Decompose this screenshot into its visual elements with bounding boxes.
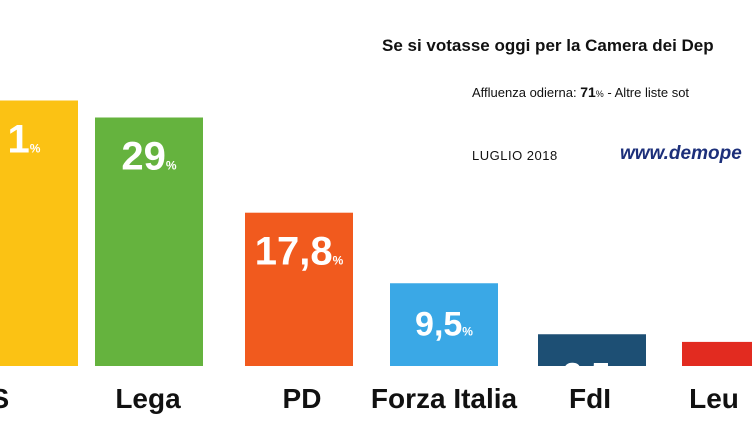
source-url: www.demope	[620, 143, 742, 164]
value-label-forza-italia: 9,5%	[415, 305, 473, 343]
bar-5s	[0, 100, 78, 366]
bar-leu	[682, 341, 752, 366]
bar-forza-italia	[390, 283, 498, 366]
bar-lega	[95, 117, 203, 366]
category-label-leu: Leu	[689, 383, 739, 414]
bar-fdi	[538, 334, 646, 366]
value-label-pd: 17,8%	[255, 230, 344, 274]
bar-pd	[245, 212, 353, 366]
survey-date: LUGLIO 2018	[472, 148, 558, 163]
turnout-note: Affluenza odierna: 71% - Altre liste sot	[472, 84, 690, 100]
category-label-lega: Lega	[115, 383, 181, 414]
value-label-fdi: 3,5%	[563, 356, 621, 394]
category-label-pd: PD	[283, 383, 322, 414]
category-label-forza-italia: Forza Italia	[371, 383, 518, 414]
category-label-fdi: FdI	[569, 383, 611, 414]
chart-title: Se si votasse oggi per la Camera dei Dep	[382, 36, 714, 55]
value-label-lega: 29%	[121, 135, 177, 179]
value-label-5s: 1%	[8, 118, 41, 162]
category-label-5s: 5S	[0, 383, 9, 414]
value-label-leu: 2,6%	[708, 365, 752, 401]
